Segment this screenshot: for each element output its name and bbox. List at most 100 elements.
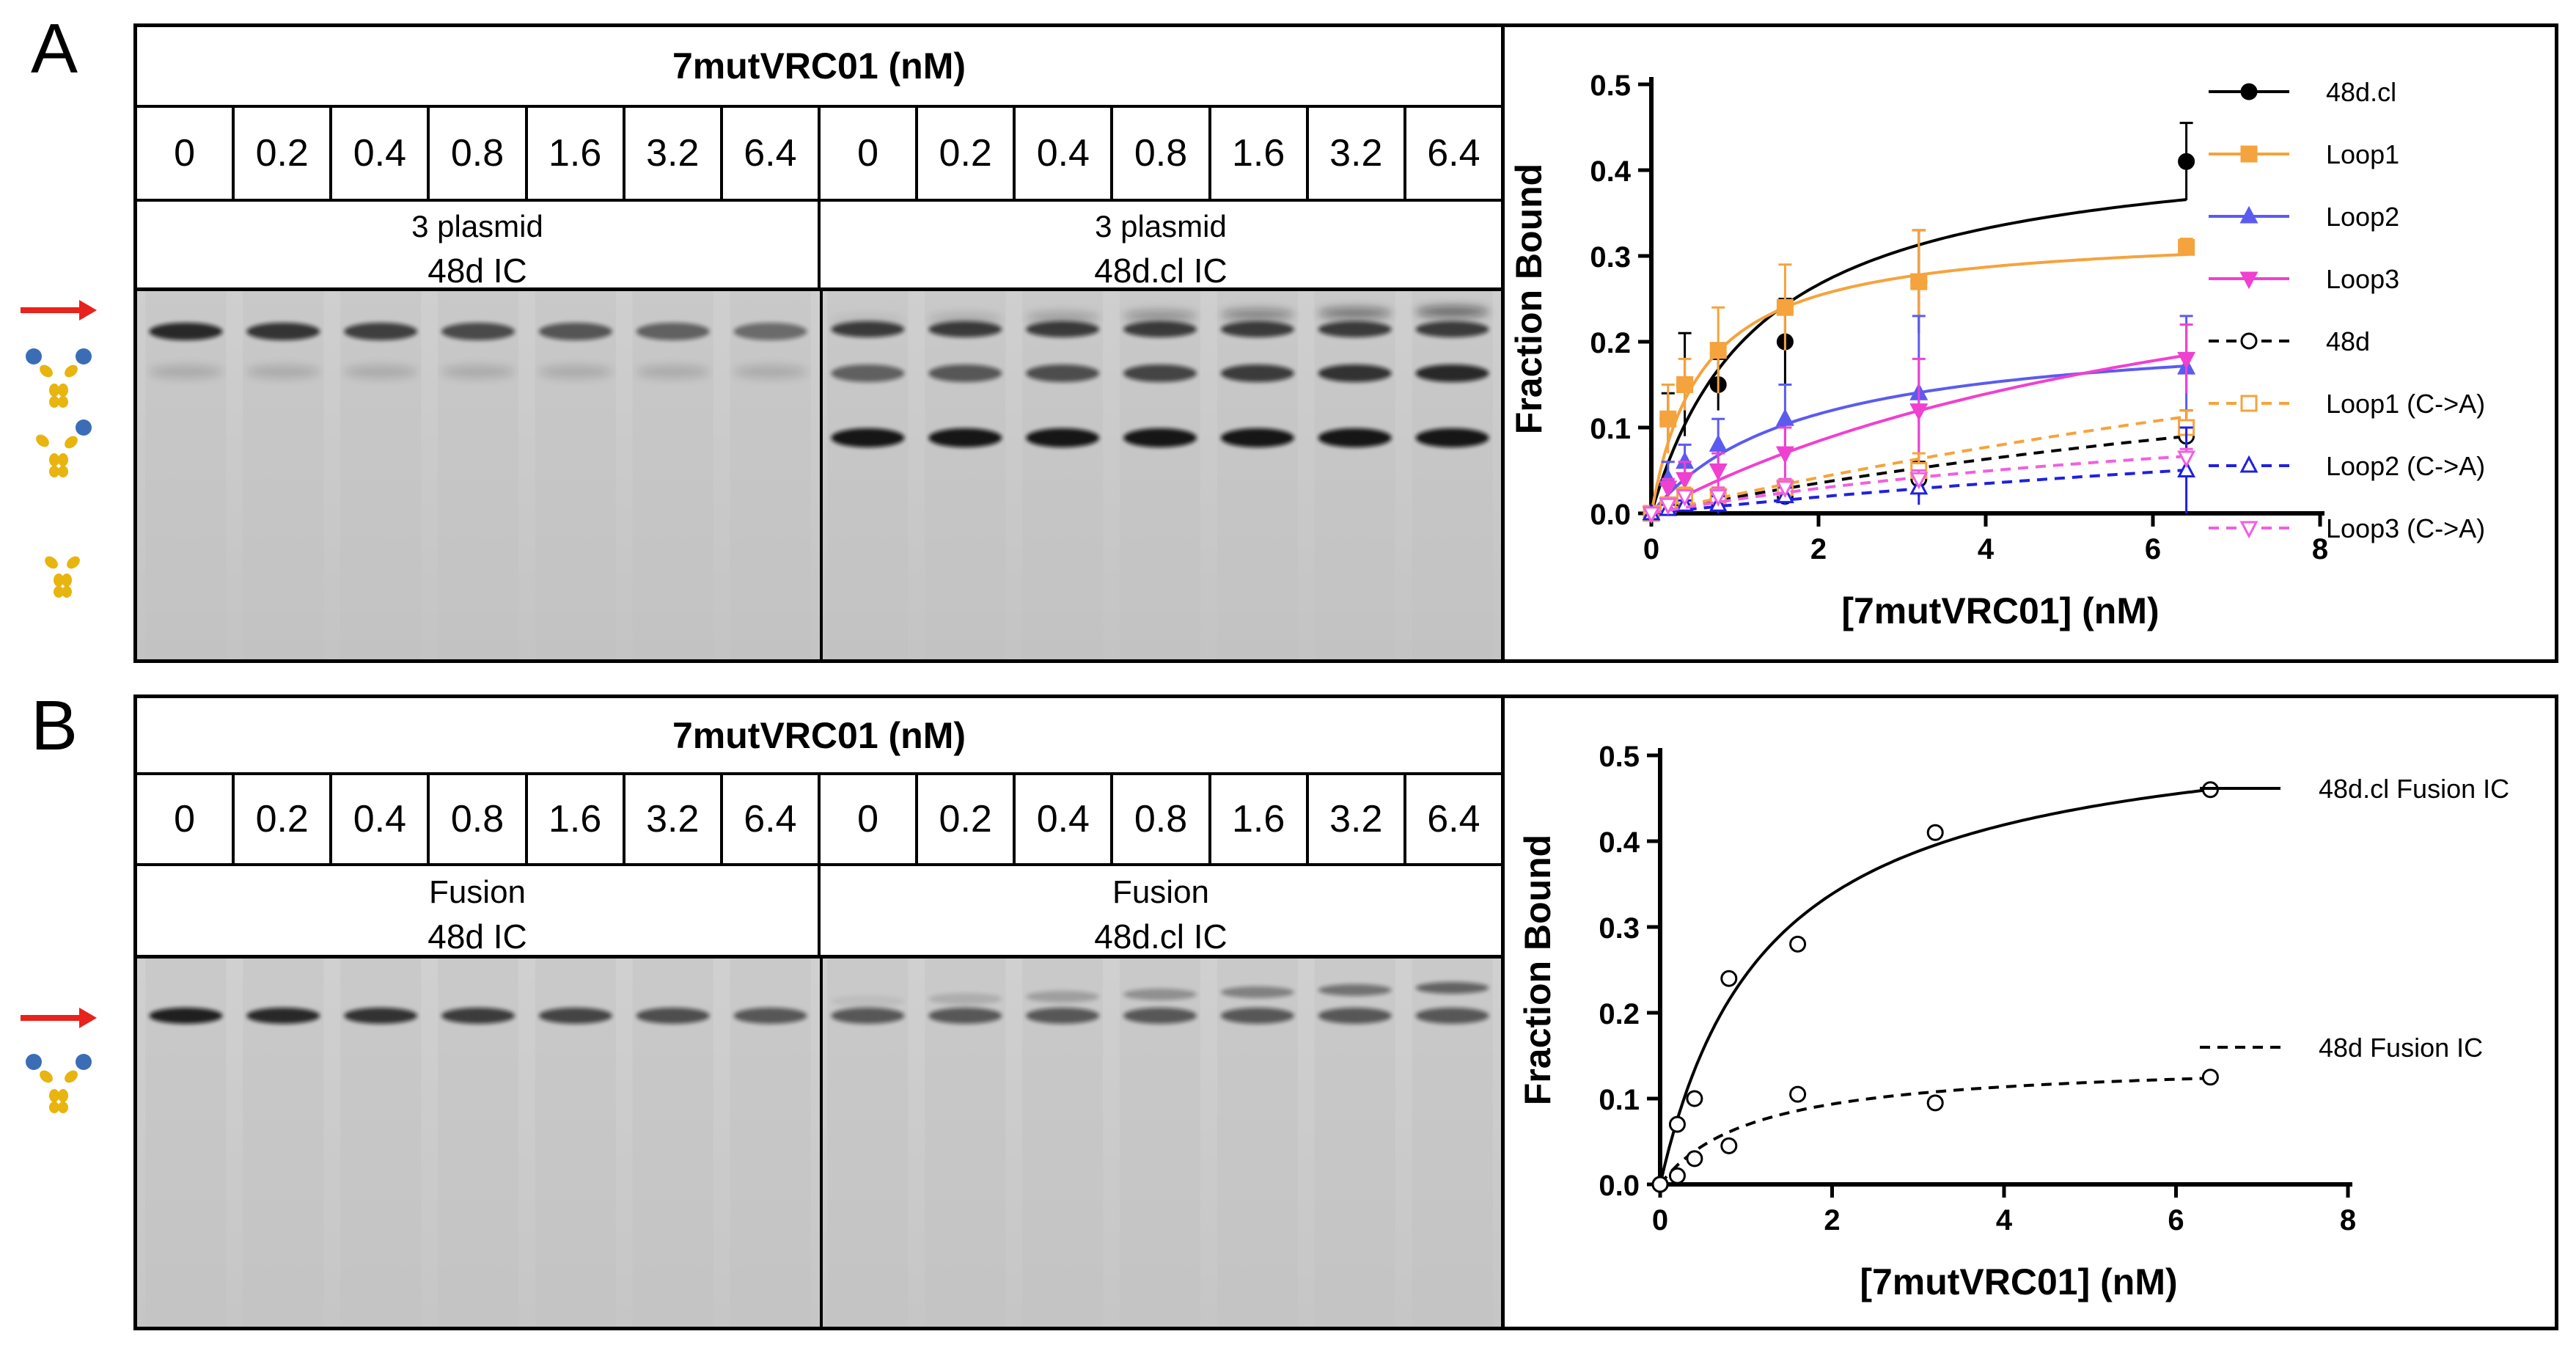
data-point (1789, 1085, 1807, 1103)
gel-lane (243, 291, 324, 659)
gel-band (441, 365, 515, 378)
legend-entry: Loop1 (2209, 139, 2399, 169)
data-point (1709, 489, 1728, 507)
data-point (1720, 970, 1738, 987)
sample-groups: Fusion 48d IC Fusion 48d.cl IC (137, 866, 1501, 962)
data-point (1659, 410, 1677, 428)
data-point (1775, 480, 1794, 499)
gel-band (149, 1008, 223, 1024)
gel-band (1026, 428, 1100, 447)
lane-label: 0 (821, 108, 919, 199)
gel-lane (1217, 291, 1298, 659)
gel-band (733, 1008, 807, 1024)
y-axis-label: Fraction Bound (1517, 835, 1558, 1105)
data-point (1909, 472, 1929, 490)
sample-group-line1: Fusion (1112, 873, 1210, 910)
gel-band (928, 364, 1002, 382)
y-tick-label: 0.3 (1599, 912, 1640, 945)
data-point (2239, 271, 2258, 290)
gel-band (1220, 1008, 1294, 1024)
sample-group-line1: Fusion (428, 873, 526, 910)
data-point (2239, 455, 2258, 473)
data-point (2239, 205, 2258, 224)
data-point (1659, 480, 1678, 499)
gel-band (1415, 428, 1489, 447)
data-point (2177, 460, 2196, 477)
legend-label: 48d.cl Fusion IC (2319, 774, 2509, 804)
legend-entry: 48d Fusion IC (2200, 1033, 2483, 1063)
data-point (1775, 446, 1794, 464)
gel-band (1123, 428, 1197, 447)
gel-band (344, 323, 418, 340)
x-tick-label: 0 (1643, 533, 1659, 565)
lane-label: 0.8 (1113, 775, 1211, 863)
gel-band (1415, 364, 1489, 382)
legend-label: 48d Fusion IC (2319, 1033, 2483, 1063)
data-point (1651, 1176, 1669, 1193)
legend-label: Loop3 (2326, 264, 2399, 294)
lane-label: 0 (137, 775, 235, 863)
data-point (1926, 824, 1944, 841)
legend-entry: 48d (2209, 326, 2370, 356)
gel-band (1123, 989, 1197, 1000)
lane-label: 0.8 (430, 108, 528, 199)
lane-label: 0.4 (1016, 775, 1114, 863)
lane-label: 0.8 (1113, 108, 1211, 199)
x-tick-label: 8 (2340, 1204, 2356, 1236)
gel-band (928, 1008, 1002, 1024)
sample-group-line2: 48d.cl IC (1094, 251, 1228, 290)
legend-entry: Loop2 (C->A) (2209, 451, 2485, 481)
gel-band (1123, 364, 1197, 382)
gel-band (636, 323, 710, 340)
gel-band (344, 365, 418, 378)
panel-a-side-icons (21, 300, 97, 598)
gel-band (1123, 321, 1197, 337)
y-tick-label: 0.2 (1590, 327, 1631, 359)
gel-band (1026, 364, 1100, 382)
x-tick-label: 2 (1810, 533, 1827, 565)
lane-label: 0.2 (235, 108, 333, 199)
legend-entry: Loop2 (2209, 202, 2399, 232)
gel-band (246, 1008, 320, 1024)
data-point (1910, 273, 1928, 290)
gel-band (636, 365, 710, 378)
legend-label: 48d.cl (2326, 77, 2396, 107)
lane-label: 6.4 (723, 108, 821, 199)
gel-band (1123, 1008, 1197, 1024)
legend-entry: Loop1 (C->A) (2209, 389, 2485, 419)
gel-band (441, 1008, 515, 1024)
gel-band (1318, 321, 1392, 337)
legend-label: Loop3 (C->A) (2326, 513, 2485, 543)
sample-group-line2: 48d IC (428, 917, 527, 956)
concentration-header: 7mutVRC01 (nM) (137, 698, 1501, 775)
gel-lane (1314, 291, 1395, 659)
x-tick-label: 8 (2312, 533, 2328, 565)
data-point (1668, 1167, 1686, 1184)
x-tick-label: 2 (1824, 1204, 1840, 1236)
gel-band (1318, 984, 1392, 996)
gel-band (831, 1008, 905, 1024)
y-tick-label: 0.1 (1590, 413, 1631, 445)
gel-lane (535, 291, 616, 659)
data-point (1659, 497, 1678, 516)
gel-lane (925, 291, 1006, 659)
x-tick-label: 0 (1652, 1204, 1668, 1236)
data-point (1686, 1090, 1703, 1107)
data-point (1676, 489, 1695, 507)
legend-label: Loop2 (C->A) (2326, 451, 2485, 481)
gel-band (928, 313, 1002, 325)
sample-groups: 3 plasmid 48d IC 3 plasmid 48d.cl IC (137, 202, 1501, 295)
red-arrow-icon (21, 1008, 97, 1028)
lane-label: 6.4 (1427, 798, 1480, 840)
x-tick-label: 4 (1978, 533, 1995, 565)
series (1642, 447, 2196, 524)
gel-band (344, 1008, 418, 1024)
gel-band (928, 321, 1002, 337)
gel-band (149, 323, 223, 340)
gel-band (831, 364, 905, 382)
data-point (1776, 298, 1794, 316)
gel-image-a (133, 287, 1505, 663)
lane-label: 0 (821, 775, 919, 863)
gel-lane (632, 291, 713, 659)
legend-entry: Loop3 (C->A) (2209, 513, 2485, 543)
